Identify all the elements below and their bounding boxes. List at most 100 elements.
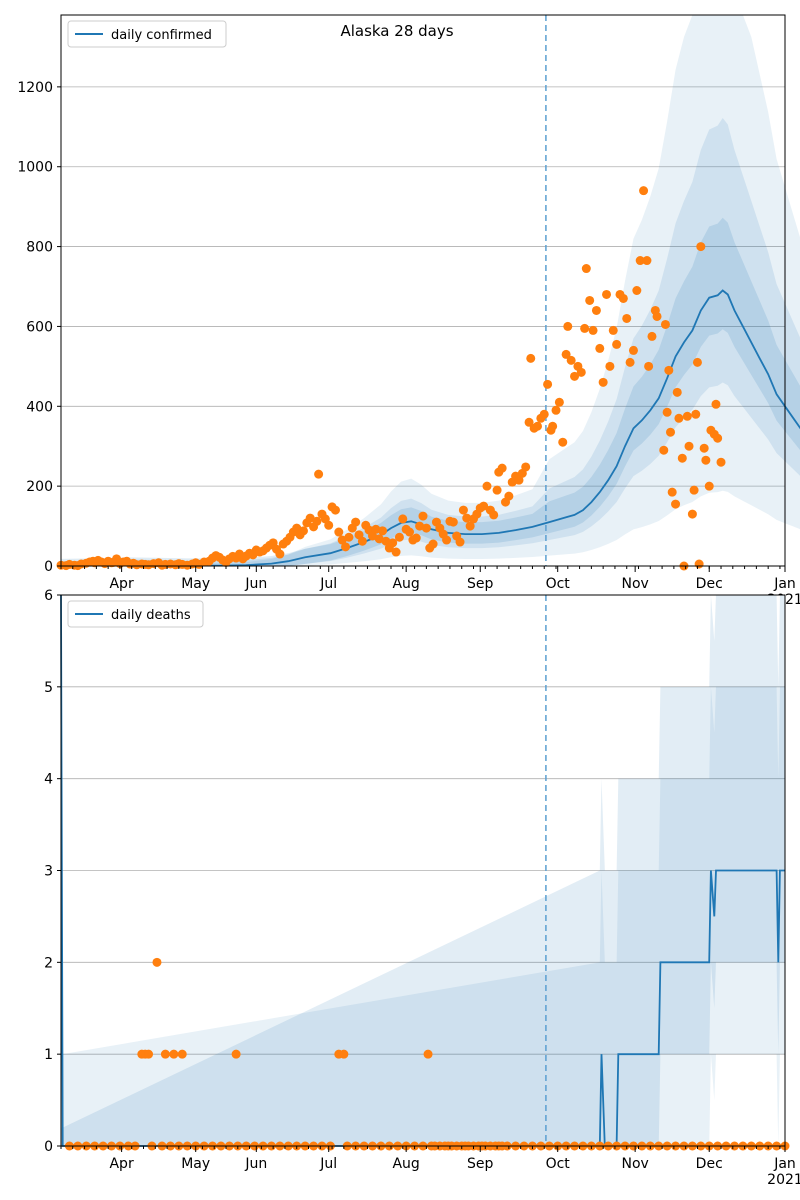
- observation-point: [696, 242, 706, 252]
- observation-point: [394, 532, 404, 542]
- x-tick-label: Aug: [392, 576, 419, 592]
- x-tick-label: Apr: [109, 576, 133, 592]
- observation-point: [674, 413, 684, 423]
- observation-point: [371, 524, 381, 534]
- x-tick-label: Jan: [773, 576, 796, 592]
- legend-label: daily deaths: [111, 608, 191, 623]
- observation-point: [704, 481, 714, 491]
- x-tick-label: Jul: [319, 576, 337, 592]
- y-tick-label: 800: [26, 240, 53, 256]
- observation-point: [504, 491, 514, 501]
- y-tick-label: 2: [44, 955, 53, 971]
- observation-point: [662, 407, 672, 417]
- legend-box: [67, 600, 204, 628]
- observation-point: [405, 527, 415, 537]
- observation-point: [357, 536, 367, 546]
- observation-point: [548, 421, 558, 431]
- observation-point: [428, 539, 438, 549]
- observation-point: [497, 463, 507, 473]
- observation-point: [684, 441, 694, 451]
- observation-point: [351, 517, 361, 527]
- y-tick-label: 1200: [17, 80, 53, 96]
- legend: daily confirmed: [67, 20, 227, 48]
- x-tick-label: Jan: [773, 1156, 796, 1172]
- observation-point: [667, 487, 677, 497]
- model-line: [60, 594, 785, 1147]
- observation-point: [701, 455, 711, 465]
- observation-point: [666, 427, 676, 437]
- observation-point: [580, 323, 590, 333]
- observation-point: [341, 542, 351, 552]
- observation-point: [689, 485, 699, 495]
- observation-point: [160, 1049, 170, 1059]
- observation-point: [561, 349, 571, 359]
- observation-point: [339, 1049, 349, 1059]
- x-tick-label: Jul: [319, 1156, 337, 1172]
- observation-point: [554, 397, 564, 407]
- observation-point: [664, 365, 674, 375]
- y-tick-label: 400: [26, 399, 53, 415]
- observation-point: [591, 305, 601, 315]
- y-tick-label: 0: [44, 1139, 53, 1155]
- x-tick-label: 2021: [767, 1172, 800, 1188]
- observation-point: [635, 256, 645, 266]
- observation-point: [595, 343, 605, 353]
- observation-point: [231, 1049, 241, 1059]
- observation-point: [551, 405, 561, 415]
- x-tick-label: Sep: [467, 1156, 494, 1172]
- observation-point: [391, 547, 401, 557]
- observation-point: [462, 513, 472, 523]
- x-tick-label: Jun: [244, 1156, 267, 1172]
- observation-point: [602, 289, 612, 299]
- x-tick-label: May: [181, 576, 210, 592]
- observation-point: [713, 433, 723, 443]
- x-tick-label: Aug: [392, 1156, 419, 1172]
- observation-point: [378, 526, 388, 536]
- observation-point: [588, 325, 598, 335]
- observation-point: [612, 339, 622, 349]
- x-tick-label: Nov: [621, 1156, 648, 1172]
- observation-point: [479, 501, 489, 511]
- observation-point: [581, 264, 591, 274]
- observation-point: [334, 527, 344, 537]
- y-tick-label: 200: [26, 479, 53, 495]
- observation-point: [482, 481, 492, 491]
- observation-point: [687, 509, 697, 519]
- observation-point: [644, 361, 654, 371]
- observation-point: [618, 293, 628, 303]
- observation-point: [672, 387, 682, 397]
- observation-point: [292, 523, 302, 533]
- x-tick-label: Oct: [546, 576, 571, 592]
- y-tick-label: 0: [44, 559, 53, 575]
- observation-point: [682, 411, 692, 421]
- uncertainty-band: [61, 118, 800, 566]
- observation-point: [514, 475, 524, 485]
- observation-point: [677, 453, 687, 463]
- x-tick-label: Nov: [621, 576, 648, 592]
- observation-point: [442, 535, 452, 545]
- legend-label: daily confirmed: [111, 28, 212, 43]
- observation-point: [628, 345, 638, 355]
- observation-point: [598, 377, 608, 387]
- observation-point: [566, 355, 576, 365]
- observation-point: [448, 517, 458, 527]
- observation-point: [585, 295, 595, 305]
- observation-point: [526, 353, 536, 363]
- y-tick-label: 3: [44, 864, 53, 880]
- x-tick-label: Jun: [244, 576, 267, 592]
- y-tick-label: 600: [26, 319, 53, 335]
- deaths-panel: 0 1 2 3 4 5 6 Apr May Jun Jul Aug Sep Oct Nov Dec Jan202…: [44, 588, 800, 1188]
- observation-point: [314, 469, 324, 479]
- legend-box: [67, 20, 227, 48]
- x-tick-label: Apr: [109, 1156, 133, 1172]
- observation-point: [543, 379, 553, 389]
- observation-point: [337, 535, 347, 545]
- observation-point: [344, 532, 354, 542]
- observation-point: [576, 367, 586, 377]
- axes-frame: [60, 14, 786, 567]
- observation-point: [660, 319, 670, 329]
- x-tick-label: Sep: [467, 576, 494, 592]
- y-tick-label: 4: [44, 772, 53, 788]
- uncertainty-band: [61, 686, 785, 1146]
- observation-point: [169, 1049, 179, 1059]
